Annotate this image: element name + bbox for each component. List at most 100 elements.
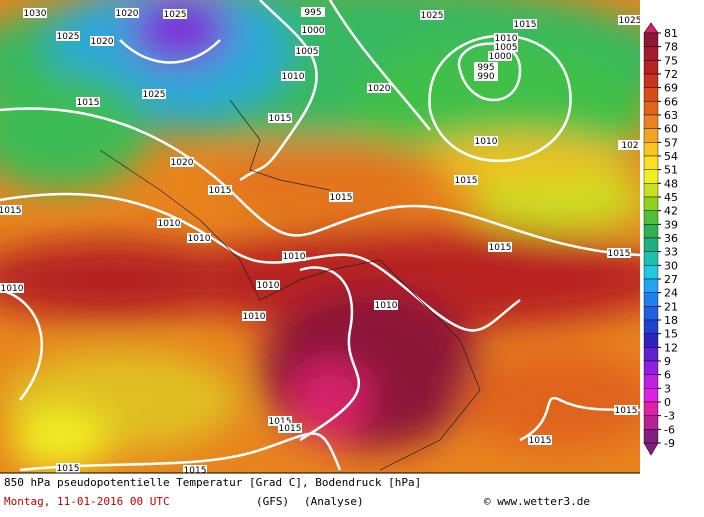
isobar-label-bg — [494, 33, 518, 43]
footer-model: (GFS) — [256, 495, 289, 508]
colorbar-band — [643, 278, 659, 293]
isobar-label-bg — [187, 233, 211, 243]
map: 1030 1020 1025 9951000100510101025101510101… — [0, 0, 642, 474]
isobar-label: 1010 — [495, 34, 518, 44]
colorbar-band — [643, 114, 659, 129]
colorbar-label: 12 — [664, 341, 678, 354]
colorbar-band — [643, 196, 659, 211]
isobar-label-bg — [242, 311, 266, 321]
isobar-label-bg — [301, 7, 325, 17]
colorbar-label: 81 — [664, 27, 678, 40]
isobar-label: 1015 — [279, 424, 302, 434]
colorbar-top — [643, 22, 659, 34]
colorbar-band — [643, 360, 659, 375]
colorbar-label: 72 — [664, 68, 678, 81]
colorbar: 8178757269666360575451484542393633302724… — [643, 22, 678, 456]
isobar-label-bg — [183, 465, 207, 473]
colorbar-band — [643, 237, 659, 252]
isobar-label: 1020 — [368, 84, 391, 94]
isobar-label-bg — [618, 15, 640, 25]
colorbar-label: 6 — [664, 369, 671, 382]
isobar-label: 1015 — [514, 20, 537, 30]
colorbar-label: 24 — [664, 287, 678, 300]
colorbar-label: 15 — [664, 328, 678, 341]
isobar-label: 1020 — [171, 158, 194, 168]
isobar-label: 1010 — [257, 281, 280, 291]
colorbar-label: -6 — [664, 423, 675, 436]
colorbar-label: 21 — [664, 300, 678, 313]
isobar-label-bg — [23, 8, 47, 18]
colorbar-label: 27 — [664, 273, 678, 286]
colorbar-band — [643, 32, 659, 47]
colorbar-label: 45 — [664, 191, 678, 204]
isobar-label: 995 — [477, 63, 494, 73]
isobar-label: 1015 — [455, 176, 478, 186]
colorbar-label: 48 — [664, 177, 678, 190]
colorbar-label: 54 — [664, 150, 678, 163]
isobar-label: 1025 — [143, 90, 166, 100]
isobar-label-bg — [488, 242, 512, 252]
colorbar-label: -3 — [664, 410, 675, 423]
colorbar-band — [643, 292, 659, 307]
isobar-label-bg — [474, 62, 498, 72]
isobar-label: 1000 — [302, 26, 325, 36]
isobar-label-bg — [618, 140, 640, 150]
isobar-label-bg — [256, 280, 280, 290]
colorbar-label: 33 — [664, 246, 678, 259]
isobar-label: 1015 — [608, 249, 631, 259]
colorbar-band — [643, 224, 659, 239]
isobar-label: 1015 — [269, 417, 292, 427]
colorbar-label: -9 — [664, 437, 675, 450]
isobar-label: 1025 — [164, 10, 187, 20]
isobar-label: 1025 — [619, 16, 642, 26]
isobar-label-bg — [163, 9, 187, 19]
colorbar-band — [643, 46, 659, 61]
isobar-label-bg — [157, 218, 181, 228]
colorbar-band — [643, 265, 659, 280]
isobar-label: 1015 — [269, 114, 292, 124]
isobar-label: 1015 — [209, 186, 232, 196]
isobar-label-bg — [488, 51, 512, 61]
isobar-label: 1025 — [421, 11, 444, 21]
colorbar-band — [643, 128, 659, 143]
isobar-label-bg — [115, 8, 139, 18]
colorbar-label: 39 — [664, 218, 678, 231]
isobar-label: 1010 — [375, 301, 398, 311]
isobar-label-bg — [474, 136, 498, 146]
isobar-label: 995 — [304, 8, 321, 18]
isobar-label-bg — [0, 283, 24, 293]
isobar-label-bg — [301, 25, 325, 35]
colorbar-band — [643, 251, 659, 266]
footer-credit: © www.wetter3.de — [484, 495, 590, 508]
isobar-label: 1015 — [0, 206, 21, 216]
colorbar-label: 18 — [664, 314, 678, 327]
colorbar-label: 69 — [664, 82, 678, 95]
isobar-label: 1015 — [529, 436, 552, 446]
isobar-label: 1005 — [296, 47, 319, 57]
colorbar-band — [643, 333, 659, 348]
isobar-label: 1015 — [57, 464, 80, 474]
colorbar-band — [643, 210, 659, 225]
isobar-label: 1010 — [243, 312, 266, 322]
colorbar-label: 42 — [664, 205, 678, 218]
colorbar-label: 3 — [664, 382, 671, 395]
colorbar-label: 9 — [664, 355, 671, 368]
colorbar-band — [643, 169, 659, 184]
isobar-label-bg — [268, 113, 292, 123]
isobar-label-bg — [454, 175, 478, 185]
isobar-label-bg — [281, 71, 305, 81]
colorbar-band — [643, 374, 659, 389]
isobar-label-bg — [208, 185, 232, 195]
colorbar-label: 78 — [664, 41, 678, 54]
colorbar-band — [643, 183, 659, 198]
isobar-label: 1010 — [188, 234, 211, 244]
colorbar-label: 60 — [664, 123, 678, 136]
isobar-label: 1020 — [116, 9, 139, 19]
isobar-label-bg — [90, 36, 114, 46]
colorbar-band — [643, 155, 659, 170]
isobar-label: 1000 — [489, 52, 512, 62]
isobar-label-bg — [513, 19, 537, 29]
colorbar-band — [643, 429, 659, 444]
isobar-label: 990 — [477, 72, 494, 82]
isobar-label: 1025 — [57, 32, 80, 42]
